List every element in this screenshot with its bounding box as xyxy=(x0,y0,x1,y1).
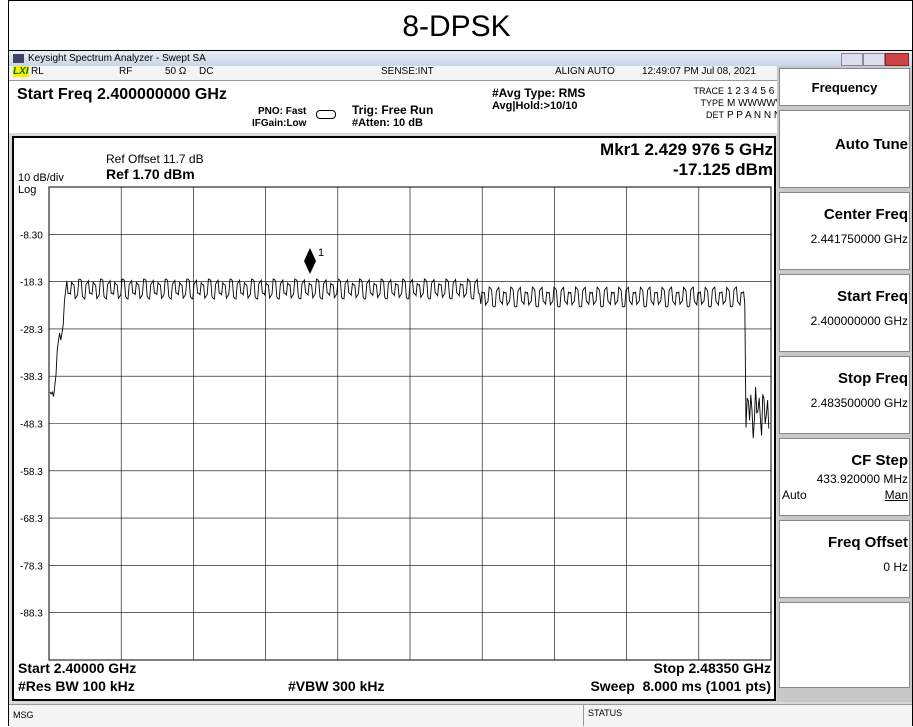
minimize-button[interactable] xyxy=(841,53,863,66)
datetime: 12:49:07 PM Jul 08, 2021 xyxy=(642,66,756,77)
softkey[interactable] xyxy=(779,110,910,188)
marker-id: 1 xyxy=(318,247,324,259)
type-list: M WWWWW xyxy=(727,98,786,109)
stop-label: Stop 2.48350 GHz xyxy=(653,660,772,676)
softkey-value: 2.483500000 GHz xyxy=(810,396,908,410)
start-freq-setting[interactable]: Start Freq 2.400000000 GHz xyxy=(17,86,227,103)
softkey-empty[interactable] xyxy=(779,602,910,688)
y-tick-label: -8.30 xyxy=(20,230,43,241)
status-row: LXI RL RF 50 Ω DC SENSE:INT ALIGN AUTO 1… xyxy=(9,66,779,81)
atten: #Atten: 10 dB xyxy=(352,117,423,129)
softkey-value: 2.441750000 GHz xyxy=(810,232,908,246)
avg-hold: Avg|Hold:>10/10 xyxy=(492,100,578,112)
sense: SENSE:INT xyxy=(381,66,434,77)
y-tick-label: -68.3 xyxy=(20,514,43,525)
start-label: Start 2.40000 GHz xyxy=(18,660,137,676)
pno-icon xyxy=(316,110,336,119)
window-bar xyxy=(9,51,912,66)
menu-title: Frequency xyxy=(811,80,878,95)
status: STATUS xyxy=(588,708,623,718)
softkey[interactable] xyxy=(779,438,910,516)
y-tick-label: -88.3 xyxy=(20,609,43,620)
softkey-label: Center Freq xyxy=(823,206,908,223)
softkey[interactable] xyxy=(779,520,910,598)
softkey-value: 433.920000 MHz xyxy=(816,472,908,486)
ref-offset: Ref Offset 11.7 dB xyxy=(106,152,204,166)
page-title: 8-DPSK xyxy=(402,10,511,43)
marker-readout: Mkr1 2.429 976 5 GHz xyxy=(600,140,773,159)
softkey-label: Stop Freq xyxy=(838,370,908,387)
pno: PNO: Fast xyxy=(258,106,307,117)
softkey-label: CF Step xyxy=(851,452,908,469)
softkey[interactable] xyxy=(779,274,910,352)
app-icon xyxy=(13,54,24,63)
scale-type: Log xyxy=(18,184,37,196)
sweep: Sweep 8.000 ms (1001 pts) xyxy=(590,678,771,694)
rf: RF xyxy=(119,66,133,77)
softkey[interactable] xyxy=(779,356,910,434)
trace xyxy=(49,278,770,439)
rbw: #Res BW 100 kHz xyxy=(18,678,135,694)
softkey-option: Auto xyxy=(782,488,807,502)
coupling: DC xyxy=(199,66,214,77)
rl: RL xyxy=(31,66,44,77)
y-tick-label: -38.3 xyxy=(20,372,43,383)
softkey-label: Freq Offset xyxy=(827,534,908,551)
trace-list: 1 2 3 4 5 6 xyxy=(727,86,775,97)
softkey-label: Start Freq xyxy=(837,288,908,305)
trig: Trig: Free Run xyxy=(352,103,434,117)
impedance: 50 Ω xyxy=(165,66,187,77)
window-title: Keysight Spectrum Analyzer - Swept SA xyxy=(28,53,206,64)
close-button[interactable] xyxy=(885,53,909,66)
det-label: DET xyxy=(706,110,724,120)
graph-panel xyxy=(12,136,776,701)
menu-title-box xyxy=(779,68,910,106)
y-tick-label: -18.3 xyxy=(20,278,43,289)
ifgain: IFGain:Low xyxy=(252,118,307,129)
y-tick-label: -28.3 xyxy=(20,325,43,336)
softkey[interactable] xyxy=(779,192,910,270)
vbw: #VBW 300 kHz xyxy=(288,678,385,694)
scale: 10 dB/div xyxy=(18,172,64,184)
ref-level: Ref 1.70 dBm xyxy=(106,166,195,182)
softkey-label: Auto Tune xyxy=(834,136,908,153)
msg: MSG xyxy=(13,710,34,720)
settings-row xyxy=(9,81,779,133)
message-bar xyxy=(9,704,912,727)
maximize-button[interactable] xyxy=(863,53,885,66)
y-tick-label: -58.3 xyxy=(20,467,43,478)
det-list: P P A N N N xyxy=(727,110,782,121)
marker-diamond xyxy=(304,248,316,274)
y-tick-label: -48.3 xyxy=(20,420,43,431)
y-tick-label: -78.3 xyxy=(20,561,43,572)
align: ALIGN AUTO xyxy=(555,66,615,77)
softkey-option: Man xyxy=(884,488,908,502)
lxi: LXI xyxy=(13,66,29,77)
softkey-value: 0 Hz xyxy=(883,560,908,574)
status-divider xyxy=(583,704,584,726)
type-label: TYPE xyxy=(700,98,724,108)
avg-type: #Avg Type: RMS xyxy=(492,86,586,100)
trace-label: TRACE xyxy=(693,86,724,96)
softkey-value: 2.400000000 GHz xyxy=(810,314,908,328)
marker-value: -17.125 dBm xyxy=(672,160,773,179)
